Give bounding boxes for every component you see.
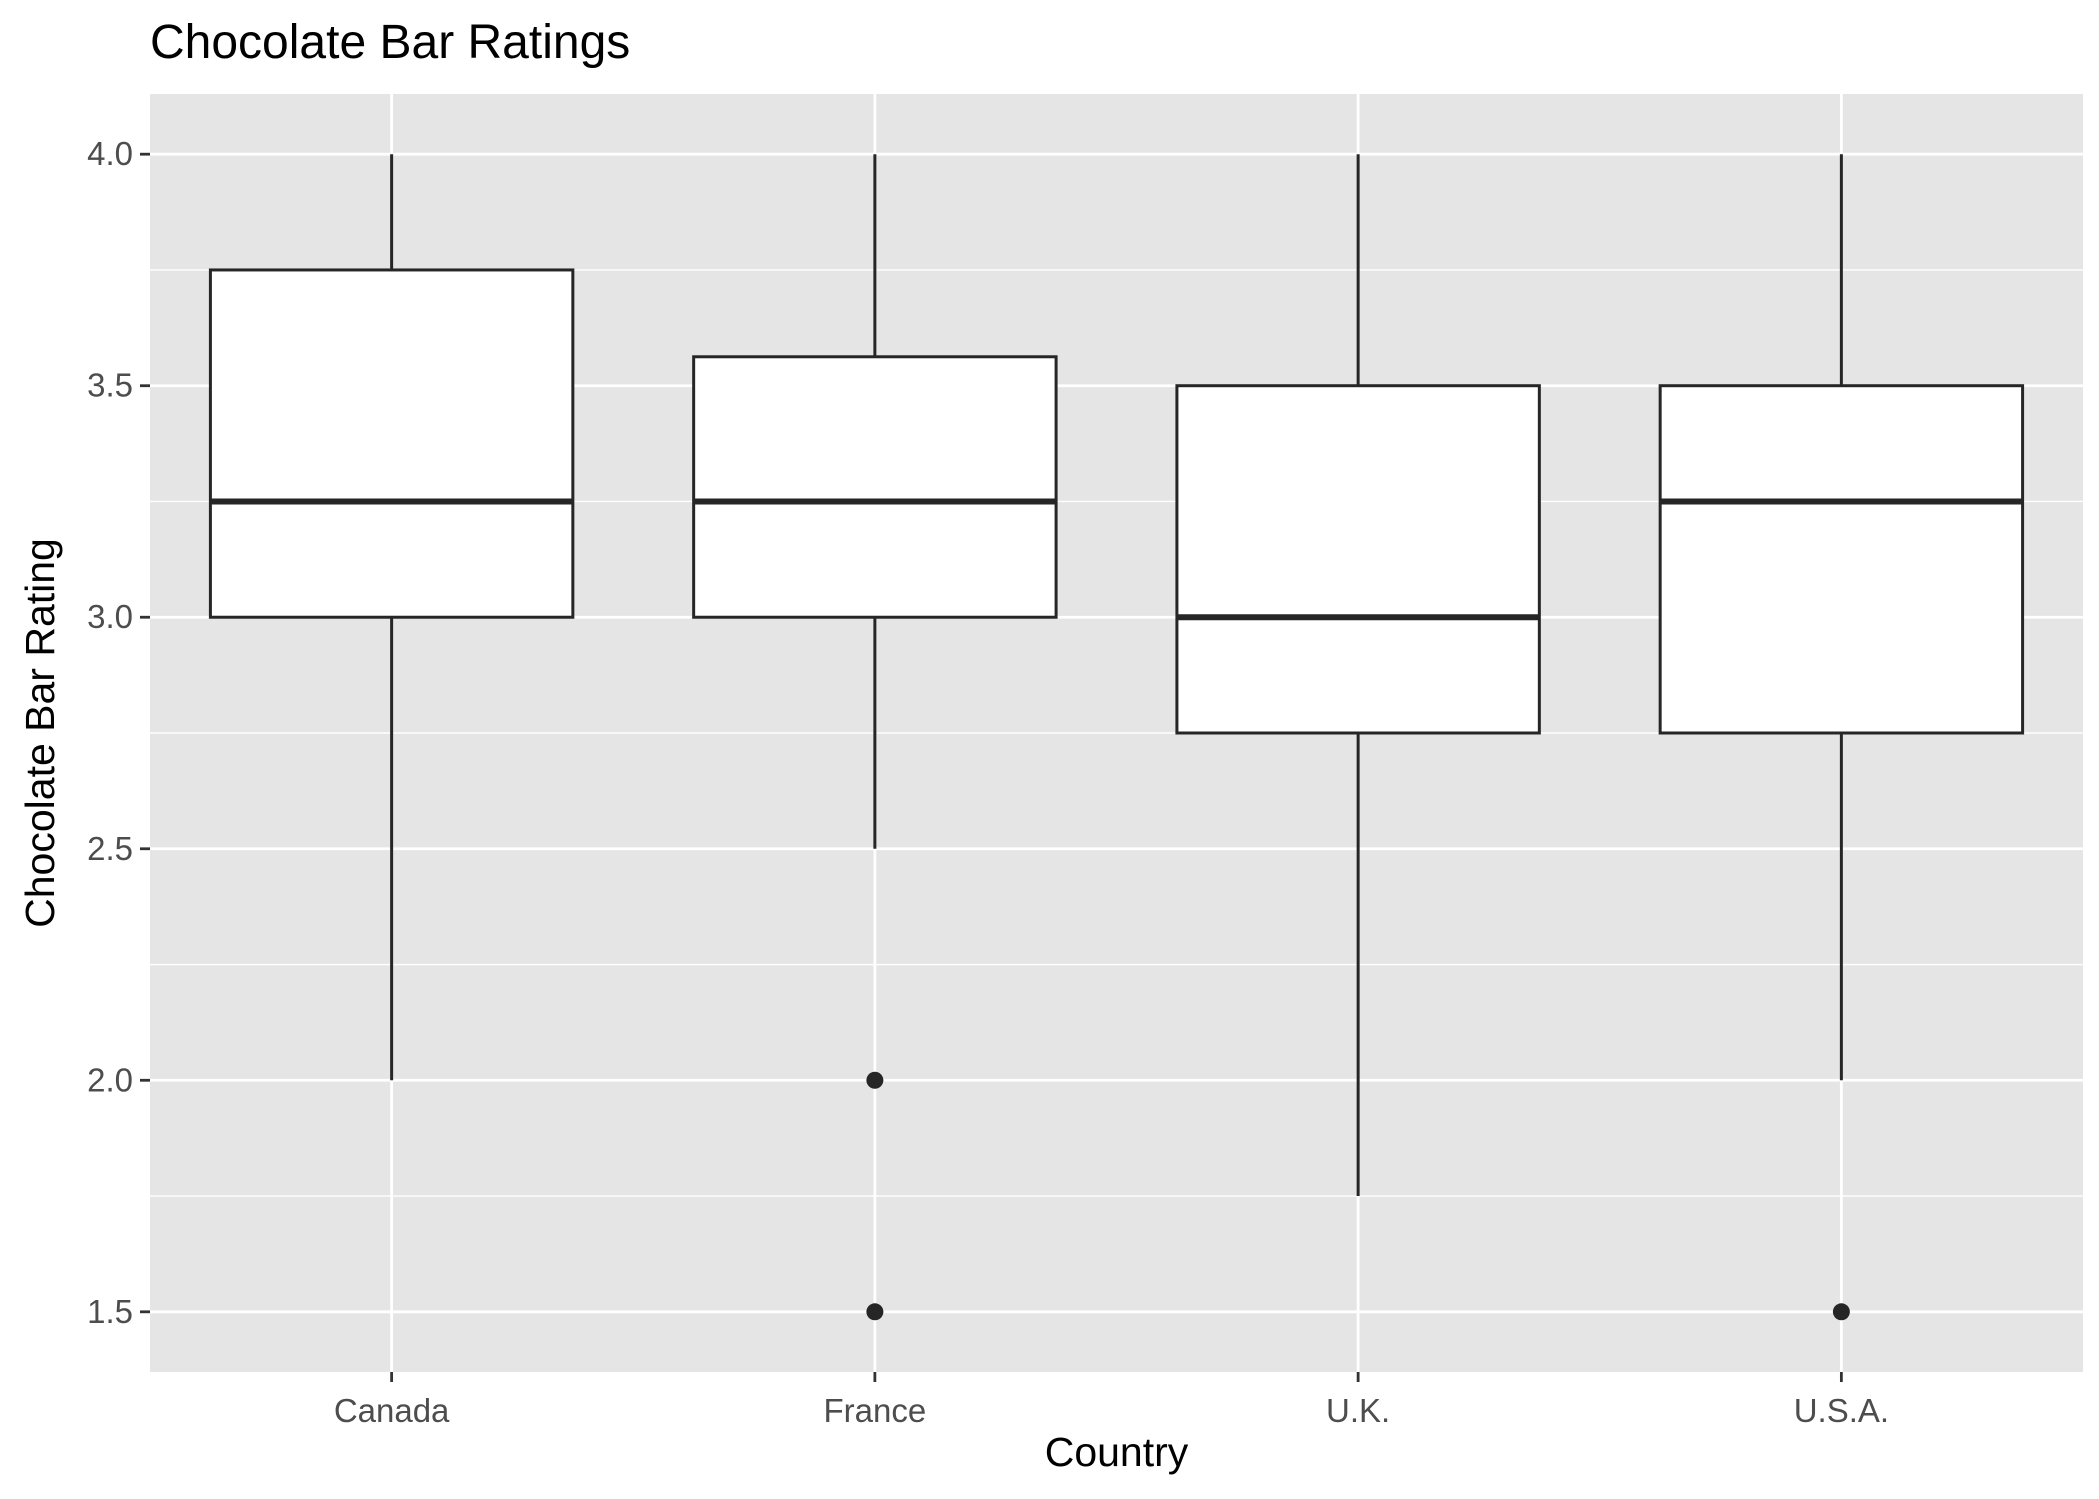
x-axis: Canada France U.K. U.S.A. <box>334 1372 1889 1429</box>
iqr-box <box>1175 384 1541 735</box>
x-tick-label: France <box>824 1392 927 1429</box>
y-tick-label: 3.0 <box>87 598 133 635</box>
y-tick-label: 3.5 <box>87 367 133 404</box>
boxplot-series <box>208 154 2025 1321</box>
iqr-box <box>692 355 1058 619</box>
y-tick-label: 2.0 <box>87 1061 133 1098</box>
x-tick-label: U.K. <box>1326 1392 1390 1429</box>
box-uk <box>1175 154 1541 1197</box>
y-tick-label: 4.0 <box>87 135 133 172</box>
x-tick-label: Canada <box>334 1392 450 1429</box>
y-tick-label: 2.5 <box>87 830 133 867</box>
box-usa <box>1658 154 2025 1321</box>
x-tick-label: U.S.A. <box>1794 1392 1889 1429</box>
box-canada <box>208 154 575 1081</box>
y-axis: 1.5 2.0 2.5 3.0 3.5 4.0 <box>87 135 150 1330</box>
iqr-box <box>208 268 575 619</box>
outlier-point <box>866 1071 884 1089</box>
y-axis-title: Chocolate Bar Rating <box>17 538 63 928</box>
outlier-point <box>866 1303 884 1321</box>
outlier-point <box>1832 1303 1850 1321</box>
iqr-box <box>1658 384 2025 735</box>
box-france <box>692 154 1058 1321</box>
x-axis-title: Country <box>1045 1429 1189 1475</box>
y-tick-label: 1.5 <box>87 1293 133 1330</box>
chart-title: Chocolate Bar Ratings <box>150 16 630 69</box>
